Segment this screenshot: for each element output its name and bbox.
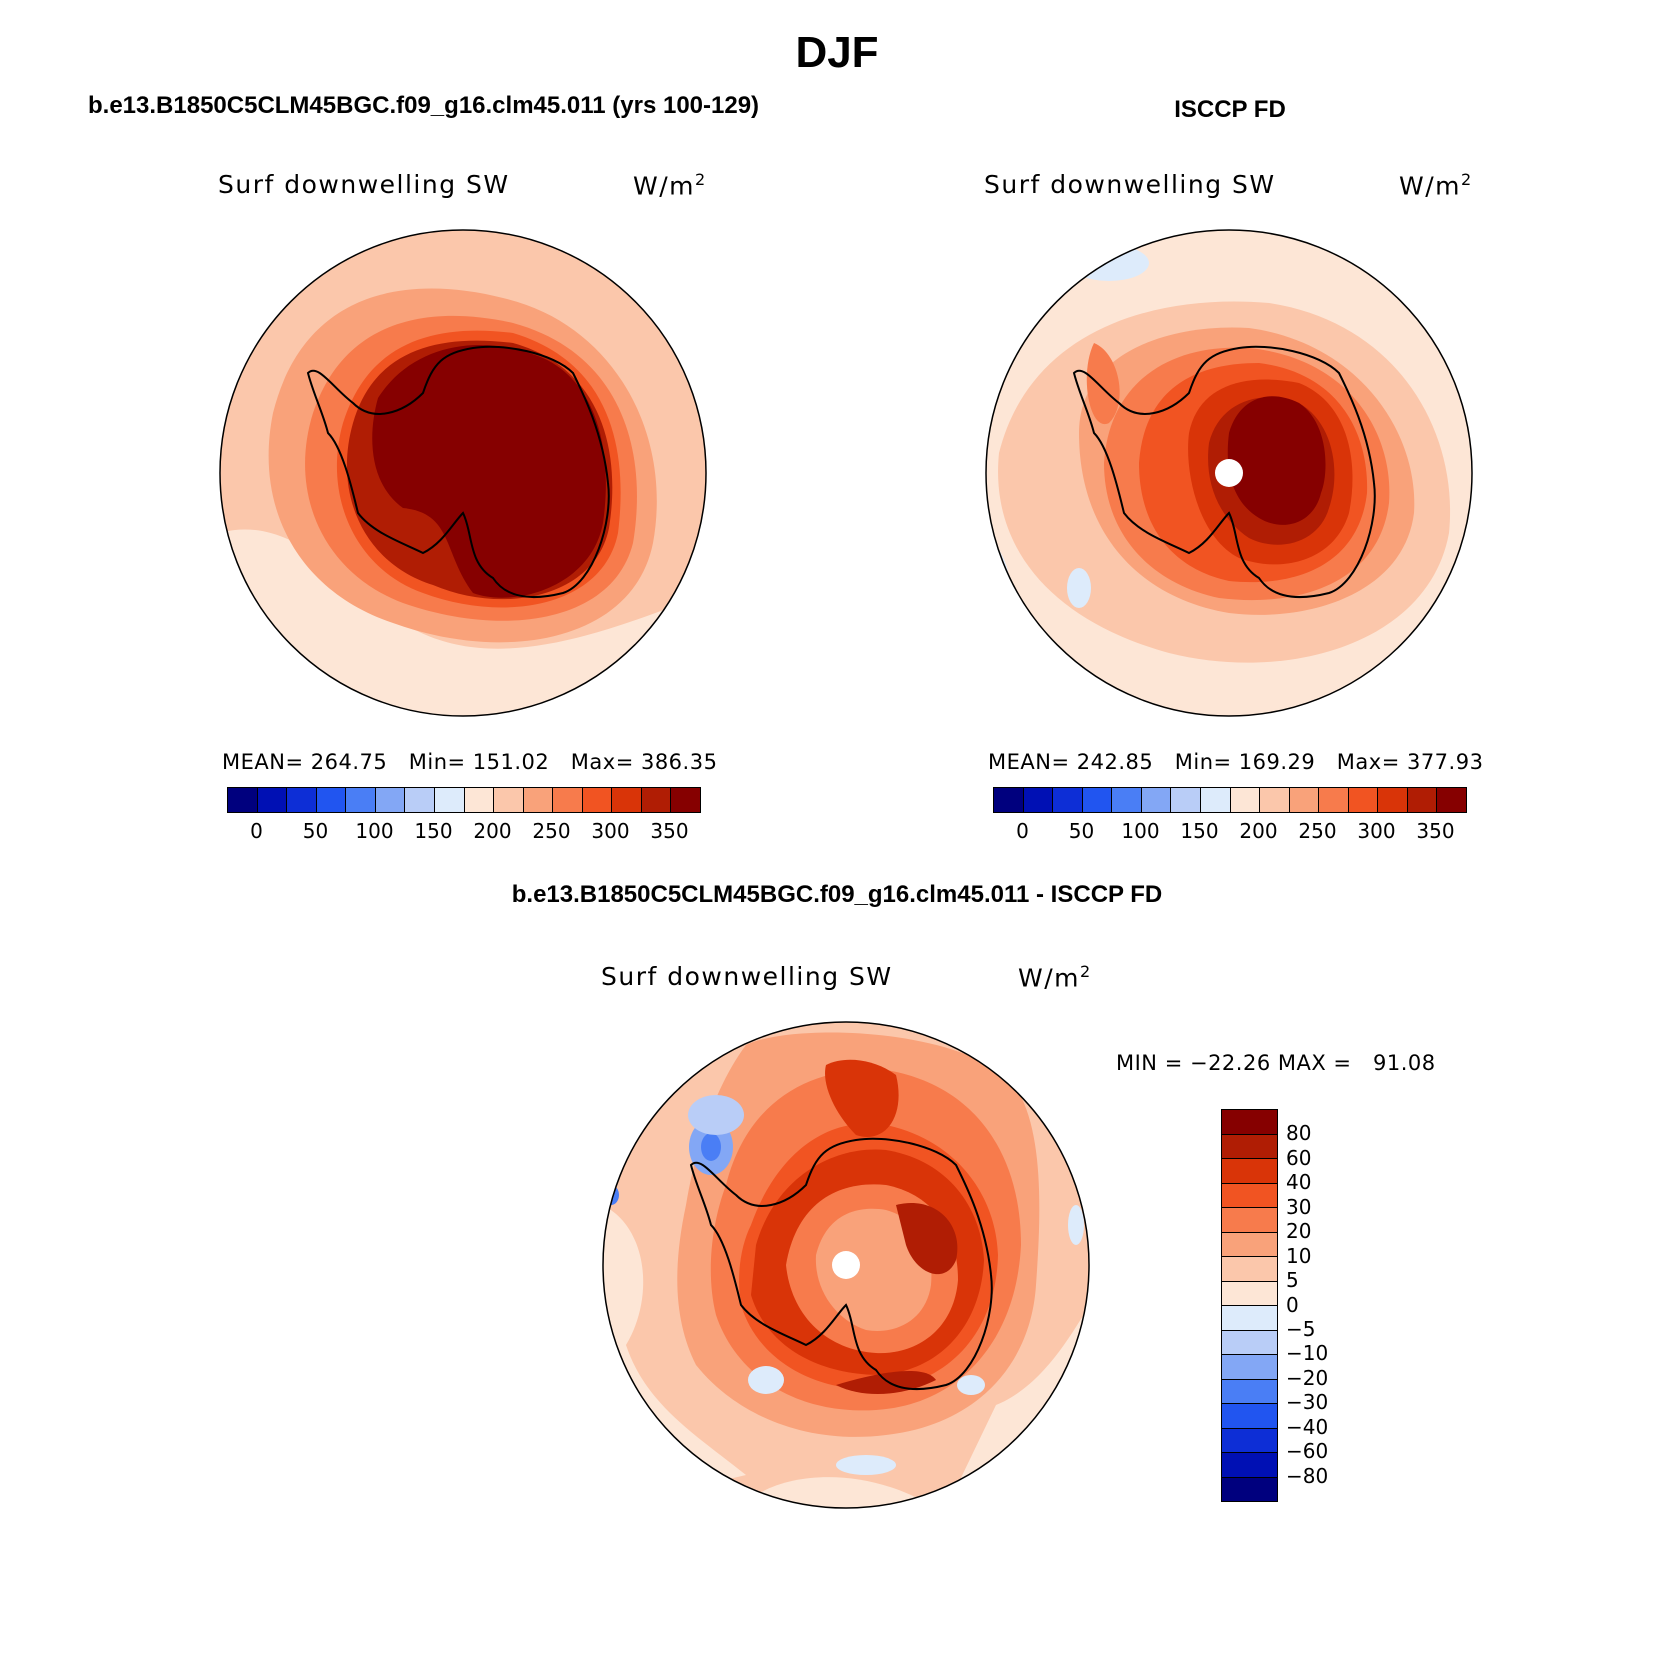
colorbar-swatch <box>1222 1428 1277 1453</box>
colorbar-tick-label: 50 <box>302 819 329 843</box>
colorbar-tick-label: 0 <box>1286 1292 1299 1317</box>
colorbar-tick-label: 350 <box>650 819 689 843</box>
colorbar-swatch <box>1082 788 1113 812</box>
model-units-label: W/m2 <box>633 170 707 201</box>
colorbar-swatch <box>1222 1379 1277 1404</box>
colorbar-tick-label: 250 <box>532 819 571 843</box>
colorbar-swatch <box>1222 1404 1277 1429</box>
colorbar-swatch <box>405 788 435 812</box>
colorbar-tick-label: −40 <box>1286 1414 1329 1439</box>
colorbar-swatch <box>434 788 465 812</box>
diff-colorbar <box>1221 1109 1278 1502</box>
colorbar-swatch <box>582 788 613 812</box>
colorbar-swatch <box>257 788 288 812</box>
colorbar-swatch <box>464 788 495 812</box>
colorbar-tick-label: 20 <box>1286 1219 1312 1244</box>
colorbar-swatch <box>1222 1159 1277 1184</box>
colorbar-tick-label: −80 <box>1286 1463 1329 1488</box>
colorbar-tick-label: 150 <box>414 819 453 843</box>
colorbar-swatch <box>1053 788 1083 812</box>
colorbar-swatch <box>1222 1110 1277 1135</box>
colorbar-swatch <box>1319 788 1349 812</box>
colorbar-swatch <box>641 788 672 812</box>
colorbar-tick-label: 300 <box>591 819 630 843</box>
colorbar-tick-label: 60 <box>1286 1145 1312 1170</box>
model-stats: MEAN= 264.75 Min= 151.02 Max= 386.35 <box>222 750 718 774</box>
figure-title: DJF <box>795 28 879 77</box>
colorbar-swatch <box>287 788 317 812</box>
model-colorbar <box>227 787 701 813</box>
colorbar-tick-label: 50 <box>1068 819 1095 843</box>
obs-stats: MEAN= 242.85 Min= 169.29 Max= 377.93 <box>988 750 1484 774</box>
colorbar-swatch <box>1260 788 1290 812</box>
colorbar-swatch <box>1289 788 1320 812</box>
colorbar-swatch <box>1112 788 1142 812</box>
colorbar-swatch <box>1222 1453 1277 1478</box>
colorbar-swatch <box>1437 788 1466 812</box>
diff-polar-map <box>602 1021 1090 1509</box>
colorbar-swatch <box>1222 1208 1277 1233</box>
colorbar-swatch <box>1222 1257 1277 1282</box>
colorbar-tick-label: −30 <box>1286 1390 1329 1415</box>
colorbar-tick-label: −20 <box>1286 1365 1329 1390</box>
colorbar-swatch <box>1222 1183 1277 1208</box>
colorbar-tick-label: 200 <box>473 819 512 843</box>
colorbar-tick-label: 30 <box>1286 1194 1312 1219</box>
colorbar-tick-label: 100 <box>355 819 394 843</box>
difference-title: b.e13.B1850C5CLM45BGC.f09_g16.clm45.011 … <box>511 881 1163 908</box>
colorbar-tick-label: 100 <box>1121 819 1160 843</box>
colorbar-tick-label: 300 <box>1357 819 1396 843</box>
colorbar-tick-label: 80 <box>1286 1121 1312 1146</box>
colorbar-tick-label: 0 <box>1016 819 1029 843</box>
model-polar-map <box>219 229 707 717</box>
colorbar-tick-label: 10 <box>1286 1243 1312 1268</box>
colorbar-tick-label: −10 <box>1286 1341 1329 1366</box>
colorbar-swatch <box>1222 1330 1277 1355</box>
colorbar-swatch <box>612 788 642 812</box>
colorbar-tick-label: 150 <box>1180 819 1219 843</box>
model-variable-label: Surf downwelling SW <box>218 170 510 199</box>
colorbar-swatch <box>1023 788 1054 812</box>
colorbar-tick-label: −60 <box>1286 1439 1329 1464</box>
colorbar-swatch <box>494 788 524 812</box>
colorbar-swatch <box>346 788 376 812</box>
colorbar-tick-label: −5 <box>1286 1316 1316 1341</box>
colorbar-swatch <box>1222 1477 1277 1501</box>
colorbar-swatch <box>994 788 1024 812</box>
colorbar-swatch <box>375 788 406 812</box>
colorbar-tick-label: 0 <box>250 819 263 843</box>
diff-variable-label: Surf downwelling SW <box>601 962 893 991</box>
colorbar-tick-label: 200 <box>1239 819 1278 843</box>
colorbar-swatch <box>1171 788 1201 812</box>
colorbar-swatch <box>671 788 700 812</box>
colorbar-swatch <box>1407 788 1438 812</box>
obs-variable-label: Surf downwelling SW <box>984 170 1276 199</box>
diff-units-label: W/m2 <box>1018 962 1092 993</box>
colorbar-swatch <box>1222 1355 1277 1380</box>
colorbar-swatch <box>1378 788 1408 812</box>
obs-units-label: W/m2 <box>1399 170 1473 201</box>
colorbar-tick-label: 40 <box>1286 1170 1312 1195</box>
colorbar-swatch <box>1222 1306 1277 1331</box>
colorbar-swatch <box>523 788 554 812</box>
colorbar-swatch <box>1230 788 1261 812</box>
colorbar-tick-label: 5 <box>1286 1268 1299 1293</box>
colorbar-swatch <box>1222 1232 1277 1257</box>
colorbar-tick-label: 350 <box>1416 819 1455 843</box>
colorbar-swatch <box>1348 788 1379 812</box>
colorbar-swatch <box>1200 788 1231 812</box>
diff-stats: MIN = −22.26 MAX = 91.08 <box>1116 1051 1436 1075</box>
colorbar-swatch <box>1222 1134 1277 1159</box>
colorbar-swatch <box>553 788 583 812</box>
obs-colorbar <box>993 787 1467 813</box>
colorbar-swatch <box>1222 1281 1277 1306</box>
obs-polar-map <box>985 229 1473 717</box>
colorbar-tick-label: 250 <box>1298 819 1337 843</box>
model-case-title: b.e13.B1850C5CLM45BGC.f09_g16.clm45.011 … <box>88 92 760 119</box>
colorbar-swatch <box>1141 788 1172 812</box>
colorbar-swatch <box>316 788 347 812</box>
obs-dataset-title: ISCCP FD <box>1174 96 1286 123</box>
colorbar-swatch <box>228 788 258 812</box>
